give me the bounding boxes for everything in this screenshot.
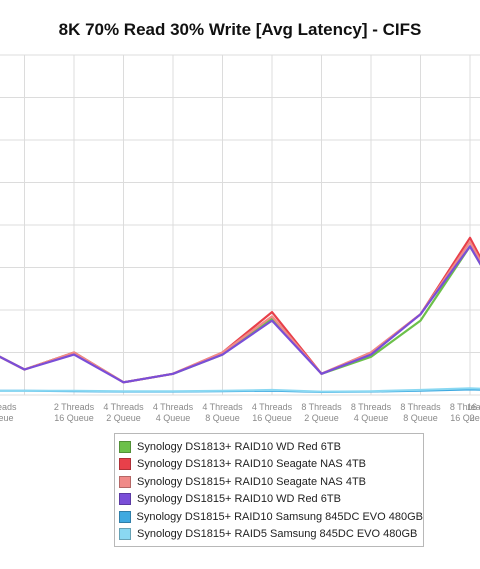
series-line bbox=[0, 245, 480, 384]
legend-item: Synology DS1813+ RAID10 Seagate NAS 4TB bbox=[119, 456, 423, 474]
x-tick-label: 16 Queue bbox=[450, 413, 480, 423]
x-tick-label: 8 Queue bbox=[205, 413, 240, 423]
legend-label: Synology DS1815+ RAID10 Samsung 845DC EV… bbox=[136, 510, 423, 523]
legend-label: Synology DS1813+ RAID10 Seagate NAS 4TB bbox=[137, 458, 366, 471]
x-tick-label: 16 bbox=[467, 402, 477, 412]
legend-swatch bbox=[119, 493, 131, 506]
x-tick-label: Threads bbox=[0, 402, 17, 412]
chart-title: 8K 70% Read 30% Write [Avg Latency] - CI… bbox=[58, 20, 422, 39]
legend-item: Synology DS1815+ RAID5 Samsung 845DC EVO… bbox=[119, 526, 423, 544]
legend-item: Synology DS1815+ RAID10 Samsung 845DC EV… bbox=[119, 508, 423, 526]
x-tick-label: 8 Threads bbox=[351, 402, 392, 412]
legend-swatch bbox=[119, 440, 131, 453]
x-tick-label: 4 Threads bbox=[202, 402, 243, 412]
legend-swatch bbox=[119, 510, 131, 523]
x-tick-label: 8 Threads bbox=[301, 402, 342, 412]
series-lines bbox=[0, 236, 480, 393]
x-tick-label: 4 Queue bbox=[156, 413, 191, 423]
legend-label: Synology DS1815+ RAID5 Samsung 845DC EVO… bbox=[137, 528, 418, 541]
x-tick-label: 4 Queue bbox=[354, 413, 389, 423]
chart-legend: Synology DS1813+ RAID10 WD Red 6TB Synolo… bbox=[114, 433, 424, 547]
x-tick-label: 2 Threads bbox=[54, 402, 95, 412]
x-tick-label: 2 Queue bbox=[106, 413, 141, 423]
x-tick-label: 8 Queue bbox=[403, 413, 438, 423]
legend-label: Synology DS1815+ RAID10 Seagate NAS 4TB bbox=[137, 475, 366, 488]
x-tick-label: Queue bbox=[0, 413, 14, 423]
series-line bbox=[0, 240, 480, 384]
x-tick-label: 4 Threads bbox=[103, 402, 144, 412]
x-tick-label: 8 Threads bbox=[400, 402, 441, 412]
legend-label: Synology DS1815+ RAID10 WD Red 6TB bbox=[137, 493, 341, 506]
legend-swatch bbox=[119, 528, 131, 541]
legend-swatch bbox=[119, 475, 131, 488]
x-tick-label: 16 Queue bbox=[252, 413, 292, 423]
legend-label: Synology DS1813+ RAID10 WD Red 6TB bbox=[137, 440, 341, 453]
x-tick-label: 4 Threads bbox=[252, 402, 293, 412]
x-tick-label: 16 Queue bbox=[54, 413, 94, 423]
x-tick-label: 4 Threads bbox=[153, 402, 194, 412]
legend-swatch bbox=[119, 458, 131, 471]
legend-item: Synology DS1813+ RAID10 WD Red 6TB bbox=[119, 438, 423, 456]
legend-item: Synology DS1815+ RAID10 Seagate NAS 4TB bbox=[119, 473, 423, 491]
x-tick-label: 2 bbox=[469, 413, 474, 423]
gridlines bbox=[0, 54, 480, 396]
x-tick-label: 8 Threads bbox=[450, 402, 480, 412]
series-line bbox=[0, 245, 480, 384]
legend-item: Synology DS1815+ RAID10 WD Red 6TB bbox=[119, 491, 423, 509]
series-line bbox=[0, 387, 480, 393]
x-tick-label: 2 Queue bbox=[304, 413, 339, 423]
